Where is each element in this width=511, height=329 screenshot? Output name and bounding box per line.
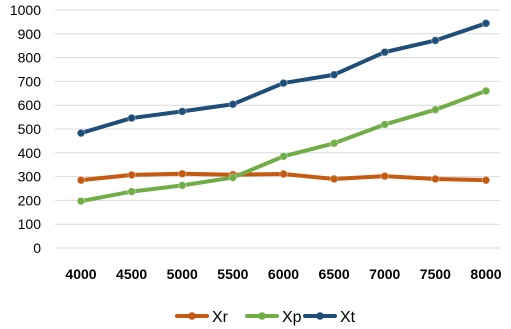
data-point: [380, 171, 390, 181]
y-tick-label: 0: [33, 240, 41, 256]
data-point: [177, 107, 187, 116]
data-point: [431, 105, 440, 115]
data-point: [431, 36, 440, 45]
y-tick-label: 100: [18, 216, 42, 232]
legend-swatch-marker: [188, 312, 196, 320]
legend-label: Xp: [282, 309, 302, 326]
y-tick-label: 200: [18, 192, 42, 208]
legend-label: Xr: [212, 309, 229, 326]
legend-swatch-marker: [258, 312, 266, 320]
legend-swatch-marker: [316, 312, 324, 320]
data-point: [177, 181, 187, 190]
data-point: [177, 169, 187, 179]
y-tick-label: 600: [18, 97, 42, 113]
x-tick-label: 5000: [167, 266, 198, 282]
series-xt: [76, 19, 491, 138]
legend: Xr Xp Xt: [175, 309, 356, 326]
y-tick-label: 1000: [10, 2, 41, 18]
y-tick-label: 500: [18, 121, 42, 137]
data-point: [481, 175, 491, 185]
data-point: [279, 152, 288, 161]
x-tick-label: 6000: [268, 266, 299, 282]
y-tick-label: 800: [18, 50, 42, 66]
x-tick-label: 7500: [420, 266, 451, 282]
series-xp: [76, 86, 491, 206]
y-tick-label: 700: [18, 73, 42, 89]
data-point: [279, 78, 288, 88]
x-tick-label: 4500: [116, 266, 147, 282]
x-tick-label: 7000: [369, 266, 400, 282]
series-line: [79, 21, 488, 136]
data-point: [380, 47, 390, 57]
x-tick-label: 8000: [470, 266, 501, 282]
x-axis-tick-labels: 4000 4500 5000 5500 6000 6500 7000 7500 8000: [65, 266, 501, 282]
data-point: [76, 196, 86, 206]
data-point: [329, 70, 339, 80]
legend-entry-xr: Xr: [175, 309, 229, 326]
data-point: [380, 120, 390, 129]
series-lines: [76, 19, 491, 206]
data-point: [76, 128, 86, 138]
y-tick-label: 300: [18, 169, 42, 185]
series-line: [79, 88, 488, 204]
data-point: [127, 187, 136, 196]
y-tick-label: 900: [18, 26, 42, 42]
data-point: [228, 99, 238, 109]
data-point: [329, 138, 339, 148]
legend-label: Xt: [340, 309, 356, 326]
data-point: [127, 170, 136, 180]
x-tick-label: 5500: [217, 266, 248, 282]
data-point: [431, 174, 440, 184]
x-tick-label: 4000: [65, 266, 96, 282]
y-tick-label: 400: [18, 145, 42, 161]
data-point: [127, 113, 136, 123]
y-axis-tick-labels: 0 100 200 300 400 500 600 700 800 900 1000: [10, 2, 41, 256]
legend-entry-xp: Xp: [245, 309, 302, 326]
data-point: [228, 173, 238, 182]
data-point: [76, 175, 86, 185]
series-xr: [76, 169, 491, 185]
x-tick-label: 6500: [319, 266, 350, 282]
data-point: [279, 169, 288, 179]
data-point: [481, 19, 491, 28]
data-point: [329, 174, 339, 184]
legend-entry-xt: Xt: [303, 309, 356, 326]
data-point: [481, 86, 491, 96]
gridlines: [55, 9, 500, 249]
